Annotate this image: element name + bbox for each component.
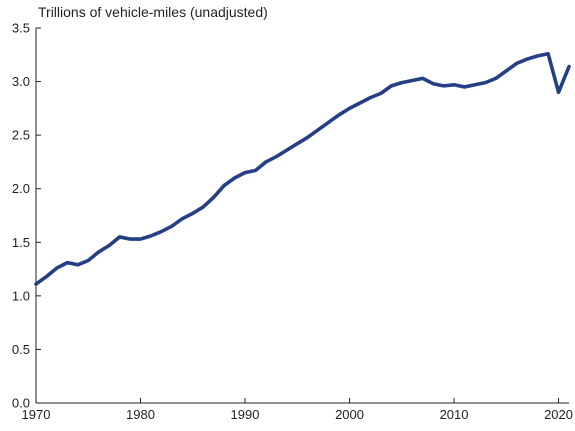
x-axis-ticks: 1970 1980 1990 2000 2010 2020 [22, 398, 573, 422]
series-layer [34, 51, 571, 286]
x-tick-label: 2000 [335, 407, 364, 422]
y-tick-label: 1.5 [12, 235, 30, 250]
y-tick-label: 2.5 [12, 128, 30, 143]
y-tick-label: 3.0 [12, 74, 30, 89]
y-tick-label: 0.0 [12, 396, 30, 411]
x-tick-label: 2020 [544, 407, 573, 422]
y-tick-label: 2.0 [12, 181, 30, 196]
y-tick-label: 1.0 [12, 288, 30, 303]
x-tick-label: 1990 [231, 407, 260, 422]
series-line-0 [34, 51, 571, 286]
x-tick-label: 1980 [126, 407, 155, 422]
x-tick-label: 2010 [440, 407, 469, 422]
axes [35, 28, 569, 404]
y-tick-label: 0.5 [12, 342, 30, 357]
y-tick-label: 3.5 [12, 21, 30, 36]
y-axis-ticks: 0.0 0.5 1.0 1.5 2.0 2.5 3.0 3.5 [12, 21, 41, 411]
x-tick-label: 1970 [22, 407, 51, 422]
y-axis-title: Trillions of vehicle-miles (unadjusted) [38, 4, 268, 20]
